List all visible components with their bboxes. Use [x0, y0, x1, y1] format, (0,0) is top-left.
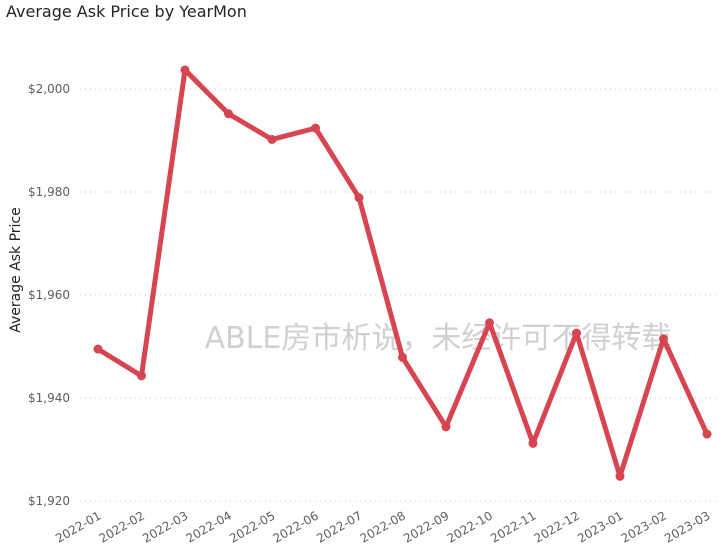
- x-tick-label: 2023-03: [662, 508, 712, 545]
- y-tick-label: $1,920: [28, 494, 70, 508]
- x-tick-label: 2022-03: [140, 508, 190, 545]
- y-tick-label: $1,940: [28, 391, 70, 405]
- x-tick-label: 2022-06: [271, 508, 321, 545]
- x-tick-label: 2022-02: [97, 508, 147, 545]
- data-point[interactable]: [224, 109, 233, 119]
- data-point[interactable]: [311, 123, 320, 133]
- x-tick-label: 2022-12: [532, 508, 582, 545]
- series-line: [95, 67, 710, 479]
- y-tick-label: $2,000: [28, 82, 70, 96]
- watermark-text: ABLE房市析说，未经许可不得转载: [205, 321, 672, 356]
- data-point[interactable]: [354, 193, 364, 203]
- data-point[interactable]: [93, 344, 103, 354]
- data-point[interactable]: [180, 65, 190, 75]
- data-point[interactable]: [702, 429, 712, 439]
- x-tick-label: 2022-11: [488, 508, 538, 545]
- data-point[interactable]: [137, 371, 146, 381]
- x-tick-label: 2022-08: [358, 508, 408, 545]
- x-tick-label: 2022-09: [401, 508, 451, 545]
- x-tick-label: 2022-01: [53, 508, 103, 545]
- x-tick-label: 2022-07: [314, 508, 364, 545]
- data-point[interactable]: [659, 334, 668, 344]
- y-tick-label: $1,980: [28, 185, 70, 199]
- data-point[interactable]: [441, 422, 451, 432]
- data-point[interactable]: [528, 438, 538, 448]
- y-axis-label: Average Ask Price: [8, 207, 24, 333]
- data-point[interactable]: [615, 471, 625, 481]
- x-tick-label: 2023-02: [619, 508, 669, 545]
- y-tick-label: $1,960: [28, 288, 70, 302]
- x-tick-label: 2022-04: [184, 508, 234, 545]
- data-point[interactable]: [485, 318, 494, 328]
- data-point[interactable]: [267, 134, 277, 144]
- x-tick-label: 2023-01: [575, 508, 625, 545]
- x-tick-label: 2022-05: [227, 508, 277, 545]
- data-point[interactable]: [398, 352, 407, 362]
- x-tick-label: 2022-10: [445, 508, 495, 545]
- chart-title: Average Ask Price by YearMon: [6, 2, 247, 21]
- data-point[interactable]: [572, 328, 581, 338]
